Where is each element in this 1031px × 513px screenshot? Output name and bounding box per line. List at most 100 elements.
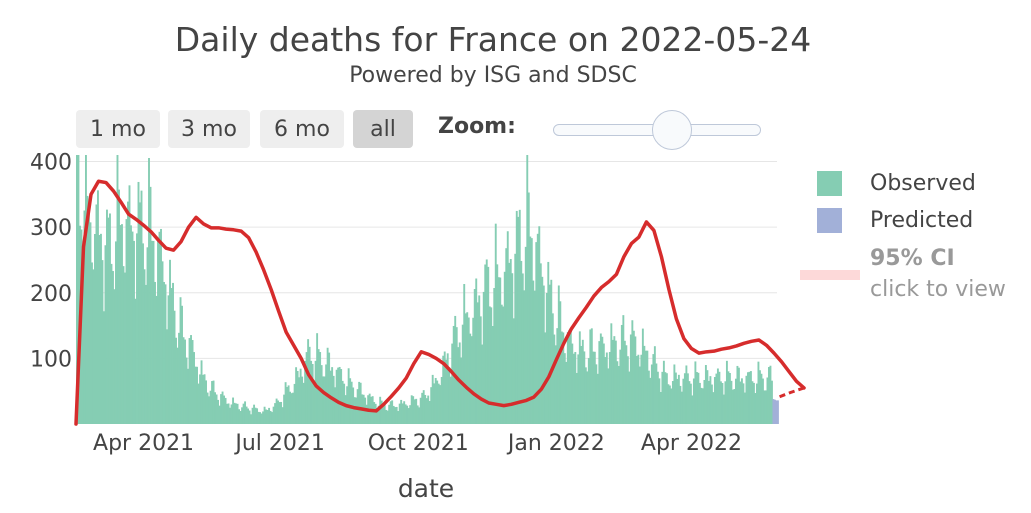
observed-bar [290,393,293,424]
observed-bar [128,185,131,424]
legend-ci-hint: click to view [870,277,1006,302]
observed-bar [610,323,613,424]
observed-bar [335,369,338,424]
observed-bar [739,381,742,424]
observed-bar [536,233,539,424]
observed-bar [293,383,296,424]
observed-bar [374,403,377,424]
observed-bar [229,407,232,424]
observed-bar [344,395,347,424]
observed-bar [392,405,395,424]
observed-bar [256,408,259,424]
observed-bar [248,410,251,424]
observed-bar [274,403,277,424]
observed-bar [515,210,518,424]
observed-bar [523,290,526,424]
observed-bar [94,233,96,424]
legend-ci-title: 95% CI [870,246,955,271]
observed-bar [85,155,87,424]
observed-bar [583,351,586,424]
observed-bar [406,405,409,424]
observed-bar [512,318,515,424]
observed-bar [331,367,334,424]
observed-bar [545,292,548,424]
observed-bar [175,337,177,424]
observed-bar [509,259,512,424]
observed-bar [391,400,394,424]
observed-bar [224,397,227,424]
observed-bar [725,360,728,424]
observed-bar [263,406,266,424]
observed-bar [596,373,599,424]
range-button-all[interactable]: all [353,110,413,148]
observed-bar [110,263,113,424]
observed-bar [265,409,268,424]
observed-bar [386,410,389,424]
observed-bar [194,366,197,424]
range-button-1mo[interactable]: 1 mo [76,110,160,148]
observed-bar [119,225,122,424]
observed-bar [614,340,617,424]
observed-bar [208,396,210,424]
observed-bar [397,411,400,424]
observed-bar [503,271,506,424]
range-button-6mo[interactable]: 6 mo [260,110,344,148]
observed-bar [475,278,478,424]
fit-line [74,179,806,426]
observed-bar [161,261,164,424]
observed-bar [757,361,760,424]
observed-bar [467,317,470,424]
legend-predicted[interactable]: Predicted [800,208,973,233]
observed-bar [140,190,143,424]
observed-bar [236,403,239,424]
observed-bar [76,155,78,424]
observed-bar [358,381,361,424]
observed-bar [754,393,757,424]
observed-bar [716,368,719,424]
chart-title: Daily deaths for France on 2022-05-24 [174,20,812,59]
observed-bar [574,351,577,424]
observed-bar [266,409,269,424]
observed-bar [709,376,712,424]
observed-bar [628,371,631,424]
observed-bar [359,382,362,424]
observed-bar [367,395,370,424]
observed-bar [683,373,686,424]
observed-bar [415,398,418,424]
observed-bar [296,370,299,424]
observed-bar [152,240,155,424]
observed-bar [710,384,713,424]
observed-bar [182,337,185,424]
observed-bar [551,313,554,424]
legend-observed[interactable]: Observed [800,171,976,196]
observed-bar [607,368,610,424]
observed-bar [323,376,326,424]
observed-bar [700,387,703,424]
observed-bar [562,332,565,424]
observed-bar [223,395,226,424]
observed-bar [434,377,437,424]
observed-bar [250,414,253,424]
observed-bar [389,401,392,424]
observed-bar [209,390,212,424]
observed-bar [457,347,460,424]
range-button-3mo[interactable]: 3 mo [168,110,250,148]
observed-bar [598,341,601,424]
observed-bar [608,352,611,424]
observed-bar [485,259,488,424]
legend-observed-label: Observed [870,171,976,196]
observed-bar [520,260,523,424]
zoom-slider-handle[interactable] [652,110,692,150]
observed-bar [407,408,410,424]
observed-bar [124,272,126,424]
observed-bar [268,407,271,424]
observed-bar [694,361,697,424]
observed-bar [592,351,595,424]
observed-bar [253,404,256,424]
observed-bar [241,407,244,424]
observed-bar [479,316,482,424]
observed-bar [463,284,466,424]
observed-bar [320,365,323,424]
observed-bar [317,349,320,424]
observed-bar [715,373,718,424]
